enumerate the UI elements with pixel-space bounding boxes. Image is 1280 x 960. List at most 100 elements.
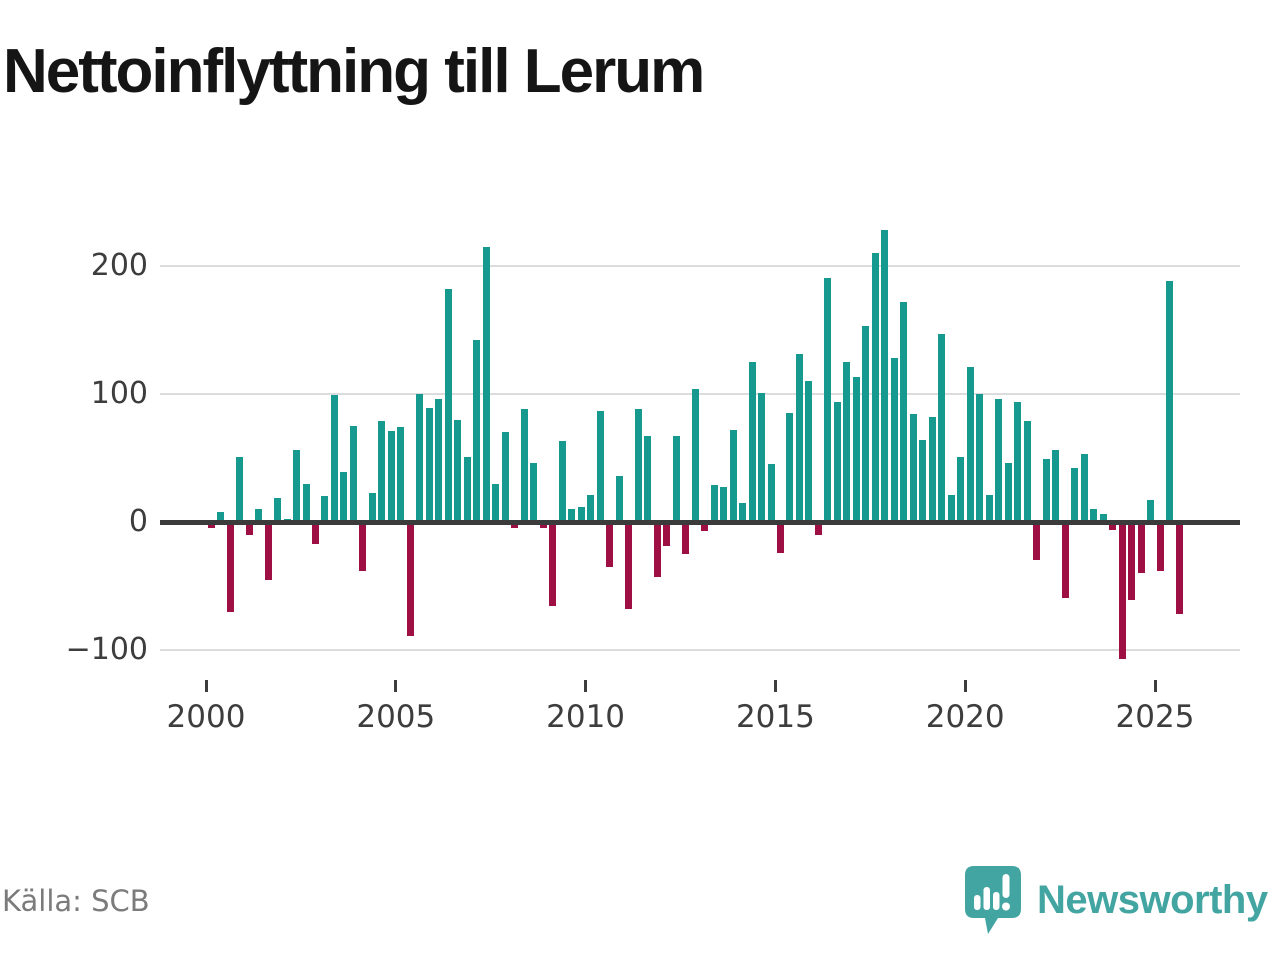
bar-quarter-80	[966, 367, 974, 522]
bar-quarter-1	[217, 511, 225, 522]
x-axis-tick-2000	[204, 680, 208, 692]
bar-quarter-21	[406, 522, 414, 636]
bar-quarter-99	[1147, 500, 1155, 522]
bar-quarter-69	[862, 326, 870, 522]
bar-quarter-0	[207, 522, 215, 529]
bar-quarter-6	[264, 522, 272, 580]
bar-quarter-9	[293, 450, 300, 522]
bar-quarter-28	[473, 340, 481, 522]
bar-quarter-5	[255, 509, 263, 522]
bar-quarter-65	[824, 277, 832, 522]
bar-quarter-50	[682, 522, 690, 554]
logo-bar-3	[993, 892, 1000, 910]
chart-title: Nettoinflyttning till Lerum	[3, 37, 705, 106]
bar-quarter-94	[1099, 514, 1107, 522]
bar-quarter-20	[397, 427, 405, 522]
bar-quarter-32	[511, 522, 519, 529]
bar-quarter-63	[805, 381, 813, 522]
bar-quarter-91	[1071, 468, 1079, 522]
bar-quarter-26	[454, 419, 462, 522]
x-axis-tick-2025	[1153, 680, 1157, 692]
bar-quarter-76	[928, 417, 936, 522]
bar-quarter-29	[482, 246, 490, 522]
source-note: Källa: SCB	[2, 884, 150, 918]
bar-quarter-66	[833, 401, 841, 522]
x-axis-tick-2015	[773, 680, 777, 692]
y-axis-label-0: 0	[128, 504, 148, 539]
bar-quarter-17	[368, 492, 376, 522]
bar-quarter-53	[710, 484, 718, 522]
x-axis-label-2015: 2015	[735, 699, 815, 735]
bar-quarter-82	[985, 495, 993, 522]
bar-quarter-44	[625, 522, 633, 610]
bar-quarter-78	[947, 495, 955, 522]
bar-quarter-90	[1061, 522, 1069, 598]
bar-quarter-98	[1137, 522, 1145, 574]
bar-quarter-72	[890, 358, 898, 522]
x-axis-label-2020: 2020	[925, 699, 1005, 735]
bar-quarter-35	[539, 522, 547, 529]
gridline--100	[160, 649, 1240, 651]
bar-quarter-46	[644, 436, 652, 522]
bar-quarter-54	[720, 487, 728, 522]
bar-quarter-74	[909, 414, 917, 522]
bar-quarter-55	[729, 429, 737, 522]
bar-quarter-62	[795, 354, 803, 522]
bar-quarter-16	[359, 522, 367, 571]
bar-quarter-41	[596, 410, 604, 522]
bar-quarter-47	[653, 522, 661, 578]
bar-quarter-77	[938, 333, 946, 522]
bar-quarter-93	[1090, 509, 1098, 522]
bar-quarter-11	[311, 522, 319, 544]
bar-quarter-14	[340, 472, 348, 522]
x-axis-tick-2010	[584, 680, 588, 692]
bar-quarter-86	[1023, 420, 1031, 522]
x-axis-label-2000: 2000	[166, 699, 246, 735]
bar-quarter-36	[549, 522, 557, 607]
bar-quarter-57	[748, 362, 756, 522]
gridline-200	[160, 265, 1240, 267]
bar-quarter-25	[444, 289, 452, 522]
bar-quarter-2	[226, 522, 234, 612]
newsworthy-logo-icon	[965, 866, 1021, 934]
bar-quarter-73	[900, 301, 908, 522]
bar-quarter-45	[634, 409, 642, 522]
gridline-100	[160, 393, 1240, 395]
bar-quarter-12	[321, 496, 329, 522]
brand-name: Newsworthy	[1037, 877, 1268, 922]
bar-quarter-19	[387, 431, 395, 522]
bar-quarter-39	[577, 506, 585, 522]
bar-quarter-37	[558, 441, 566, 522]
bar-quarter-68	[852, 377, 860, 522]
bar-quarter-89	[1052, 450, 1060, 522]
bar-quarter-4	[245, 522, 253, 535]
bar-quarter-33	[520, 409, 528, 522]
bar-quarter-95	[1109, 522, 1117, 530]
bar-quarter-30	[492, 483, 500, 522]
bar-quarter-97	[1128, 522, 1136, 601]
bar-quarter-23	[425, 408, 433, 522]
bar-quarter-51	[691, 388, 699, 522]
bar-quarter-43	[615, 475, 623, 522]
bar-quarter-83	[995, 399, 1003, 522]
logo-exclamation-bar	[1002, 874, 1010, 898]
bar-quarter-61	[786, 413, 794, 522]
bar-quarter-38	[568, 509, 576, 522]
x-axis-label-2005: 2005	[356, 699, 436, 735]
bar-quarter-48	[663, 522, 671, 547]
bar-quarter-79	[957, 456, 965, 522]
bar-quarter-102	[1175, 522, 1183, 615]
bar-quarter-52	[701, 522, 709, 531]
x-axis-tick-2020	[963, 680, 967, 692]
bar-quarter-10	[302, 483, 310, 522]
bar-quarter-13	[330, 395, 338, 522]
bar-quarter-40	[587, 495, 595, 522]
bar-quarter-75	[919, 440, 927, 522]
bar-quarter-15	[349, 426, 357, 522]
bar-quarter-7	[274, 497, 282, 522]
y-axis-label--100: −100	[65, 632, 148, 667]
brand-lockup: Newsworthy	[963, 864, 1275, 936]
y-axis-label-200: 200	[90, 248, 148, 283]
bar-quarter-18	[378, 420, 386, 522]
